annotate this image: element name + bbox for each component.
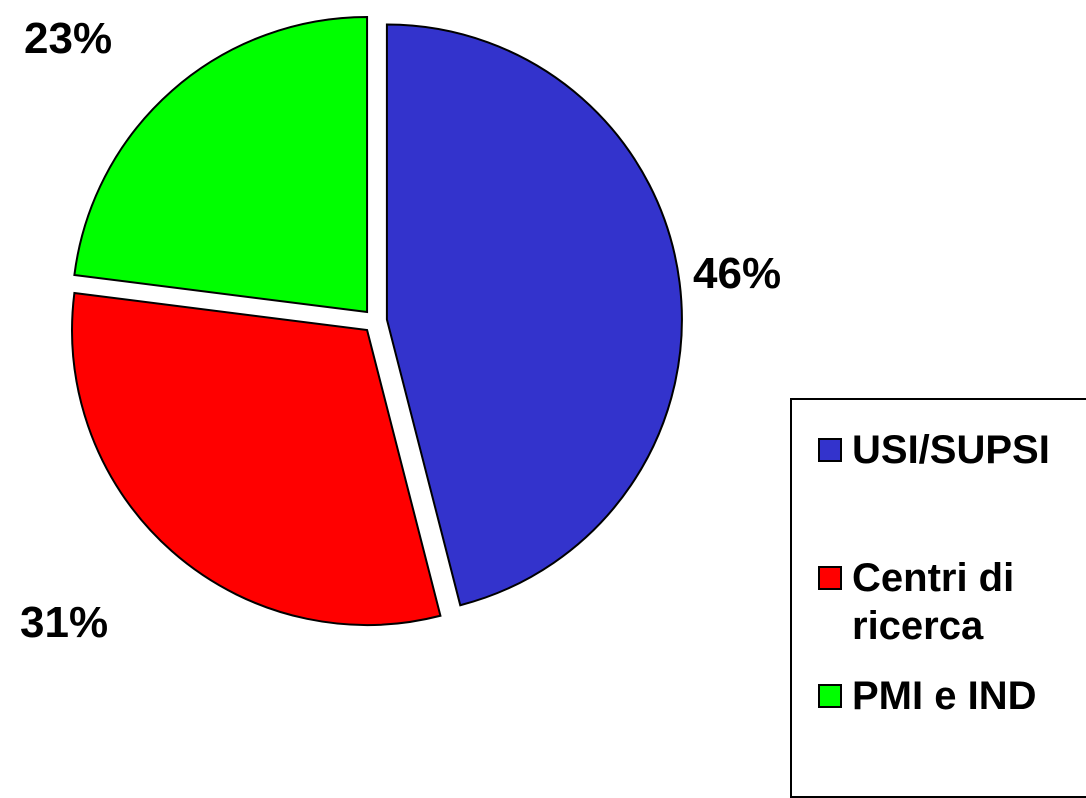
chart-legend: USI/SUPSI Centri di ricerca PMI e IND bbox=[790, 398, 1086, 798]
slice-label-pmi-e-ind: 23% bbox=[24, 14, 113, 63]
legend-label-usi-supsi: USI/SUPSI bbox=[852, 428, 1050, 472]
pie-slice-pmi-e-ind bbox=[73, 15, 369, 314]
legend-swatch-pmi-e-ind bbox=[818, 684, 842, 708]
slice-label-centri-di-ricerca: 31% bbox=[20, 598, 109, 647]
legend-swatch-usi-supsi bbox=[818, 438, 842, 462]
pie-chart bbox=[71, 15, 683, 626]
legend-swatch-centri-di-ricerca bbox=[818, 566, 842, 590]
pie-slice-usi-supsi bbox=[385, 23, 683, 607]
legend-label-centri-di-ricerca: Centri di ricerca bbox=[852, 556, 1015, 648]
slice-label-usi-supsi: 46% bbox=[693, 249, 782, 298]
legend-label-pmi-e-ind: PMI e IND bbox=[852, 674, 1037, 718]
pie-slice-centri-di-ricerca bbox=[71, 291, 442, 626]
